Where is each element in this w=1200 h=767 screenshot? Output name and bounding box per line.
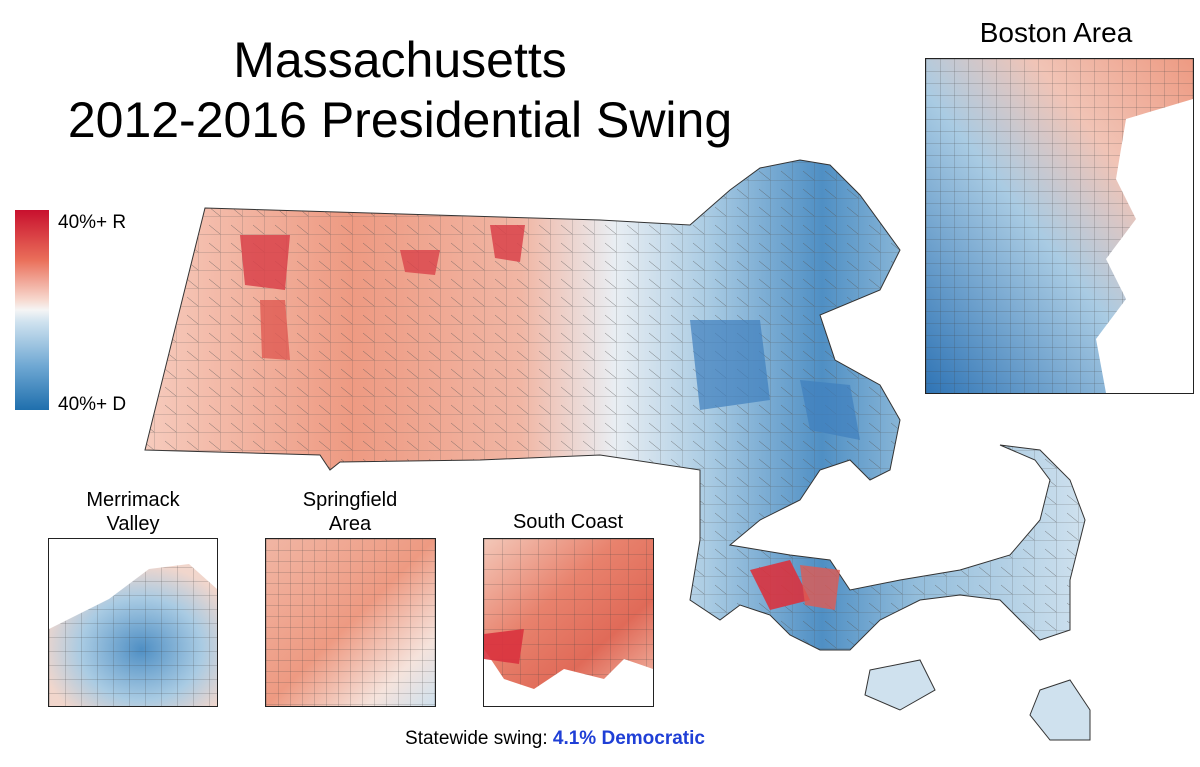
color-legend bbox=[15, 210, 49, 410]
springfield-inset-title: Springfield Area bbox=[265, 488, 435, 536]
springfield-title-line-2: Area bbox=[328, 513, 372, 535]
legend-bottom-label: 40%+ D bbox=[58, 394, 127, 415]
south-coast-inset-title: South Coast bbox=[512, 511, 624, 533]
legend-top-label: 40%+ R bbox=[58, 212, 127, 233]
springfield-inset-map bbox=[265, 538, 436, 707]
map-title: Massachusetts 2012-2016 Presidential Swi… bbox=[0, 30, 800, 150]
statewide-swing-value: 4.1% Democratic bbox=[552, 728, 705, 749]
merrimack-inset-map bbox=[48, 538, 218, 707]
statewide-swing-label: Statewide swing: bbox=[405, 728, 548, 749]
merrimack-title-line-2: Valley bbox=[106, 513, 160, 535]
statewide-swing: Statewide swing: 4.1% Democratic bbox=[0, 728, 1110, 750]
springfield-title-line-1: Springfield bbox=[302, 489, 398, 511]
south-coast-inset-map bbox=[483, 538, 654, 707]
merrimack-title-line-1: Merrimack bbox=[86, 489, 180, 511]
boston-inset-title: Boston Area bbox=[979, 17, 1133, 48]
title-line-2: 2012-2016 Presidential Swing bbox=[67, 92, 733, 148]
merrimack-inset-title: Merrimack Valley bbox=[48, 488, 218, 536]
boston-inset-map bbox=[925, 58, 1194, 394]
title-line-1: Massachusetts bbox=[233, 32, 567, 88]
